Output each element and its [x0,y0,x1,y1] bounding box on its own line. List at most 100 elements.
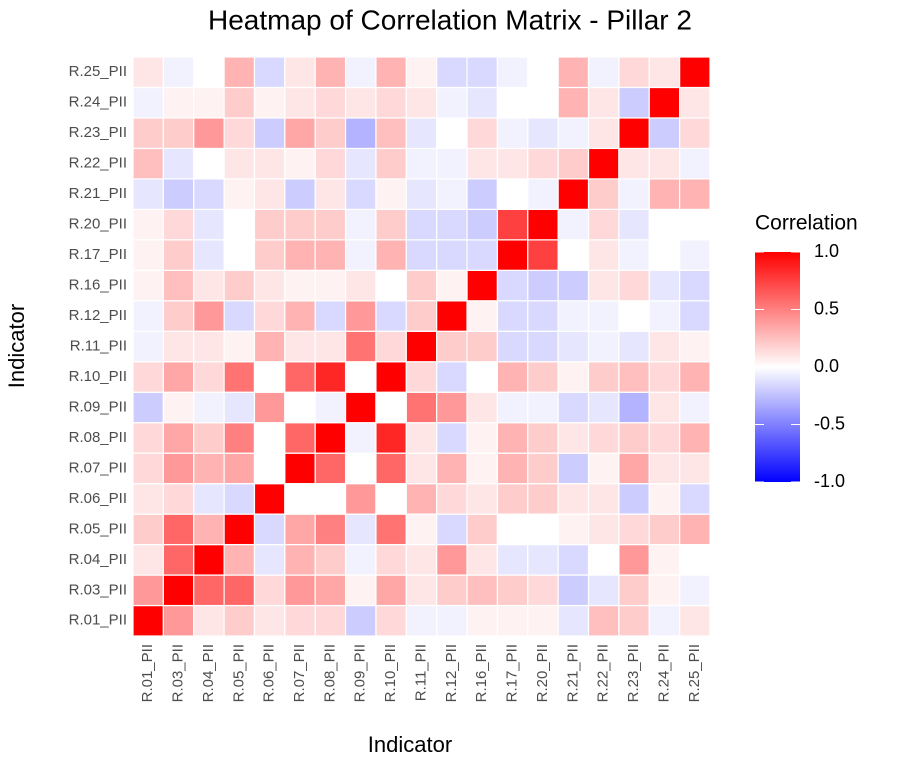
heatmap-cell [466,452,499,485]
heatmap-cell [223,574,256,607]
heatmap-cell [648,574,681,607]
colorbar-tick-label: -1.0 [814,471,845,491]
heatmap-cell [193,604,225,637]
heatmap-cell [314,269,347,302]
heatmap-cell [314,422,347,454]
heatmap-cell [436,513,468,546]
x-tick-label: R.10_PII [382,644,399,702]
heatmap-cell [466,208,499,241]
heatmap-cell [284,239,316,271]
heatmap-cell [253,452,286,485]
x-tick-label: R.22_PII [595,644,612,702]
heatmap-cell [557,452,590,485]
colorbar-tick-label: 1.0 [814,241,839,261]
colorbar-tick-label: -0.5 [814,413,845,433]
heatmap-cell [587,239,620,271]
x-tick-label: R.25_PII [686,644,703,702]
heatmap-cell [253,543,286,576]
heatmap-cell [375,574,407,607]
heatmap-cell [253,604,286,637]
heatmap-cell [466,330,499,363]
heatmap-cell [162,604,195,637]
heatmap-cell [132,543,164,576]
heatmap-cell [223,330,256,363]
heatmap-cell [436,543,468,576]
heatmap-cell [375,269,407,302]
heatmap-cell [679,483,711,515]
x-tick-label: R.23_PII [625,644,642,702]
heatmap-cell [466,513,499,546]
heatmap-cell [587,452,620,485]
heatmap-cell [618,604,650,637]
y-tick-label: R.24_PII [69,94,127,111]
heatmap-cell [314,543,347,576]
heatmap-cell [344,147,377,180]
legend-title: Correlation [755,212,858,235]
heatmap-cell [527,56,559,89]
x-tick-label: R.20_PII [534,644,551,702]
heatmap-cell [527,361,559,393]
heatmap-cell [527,422,559,454]
heatmap-cell [193,543,225,576]
y-tick-label: R.01_PII [69,612,127,629]
heatmap-cell [223,483,256,515]
heatmap-cell [405,452,438,485]
heatmap-cell [496,330,529,363]
heatmap-cell [527,239,559,271]
heatmap-cell [496,56,529,89]
heatmap-cell [375,300,407,332]
y-tick-label: R.23_PII [69,124,127,141]
heatmap-cell [284,574,316,607]
heatmap-cell [436,391,468,424]
heatmap-cell [648,422,681,454]
heatmap-cell [253,178,286,210]
heatmap-cell [344,117,377,150]
heatmap-cell [466,300,499,332]
heatmap-cell [466,574,499,607]
heatmap-cell [679,300,711,332]
heatmap-cell [193,178,225,210]
heatmap-cell [436,361,468,393]
heatmap-cell [466,543,499,576]
heatmap-cell [557,604,590,637]
heatmap-cell [587,483,620,515]
heatmap-cell [314,574,347,607]
heatmap-cell [253,574,286,607]
heatmap-cell [284,452,316,485]
heatmap-cell [679,452,711,485]
heatmap-cell [344,86,377,119]
heatmap-cell [284,330,316,363]
heatmap-cell [557,330,590,363]
heatmap-cell [284,543,316,576]
heatmap-cell [466,147,499,180]
x-tick-label: R.06_PII [261,644,278,702]
heatmap-cell [679,239,711,271]
heatmap-cell [527,300,559,332]
heatmap-cell [557,178,590,210]
heatmap-cell [223,239,256,271]
heatmap-cell [648,513,681,546]
heatmap-cell [162,300,195,332]
heatmap-cell [587,422,620,454]
y-axis-title: Indicator [4,304,29,388]
heatmap-cell [466,391,499,424]
heatmap-cell [223,452,256,485]
heatmap-cell [496,543,529,576]
heatmap-cell [557,483,590,515]
heatmap-cell [284,391,316,424]
heatmap-cell [618,56,650,89]
heatmap-cell [344,361,377,393]
heatmap-cell [557,147,590,180]
heatmap-cell [405,483,438,515]
heatmap-cell [648,178,681,210]
heatmap-cell [496,483,529,515]
heatmap-cell [223,117,256,150]
heatmap-cell [253,391,286,424]
heatmap-cell [496,178,529,210]
heatmap-cell [466,361,499,393]
heatmap-cell [405,422,438,454]
heatmap-cell [375,391,407,424]
heatmap-cell [557,56,590,89]
heatmap-cell [284,361,316,393]
heatmap-cell [162,483,195,515]
